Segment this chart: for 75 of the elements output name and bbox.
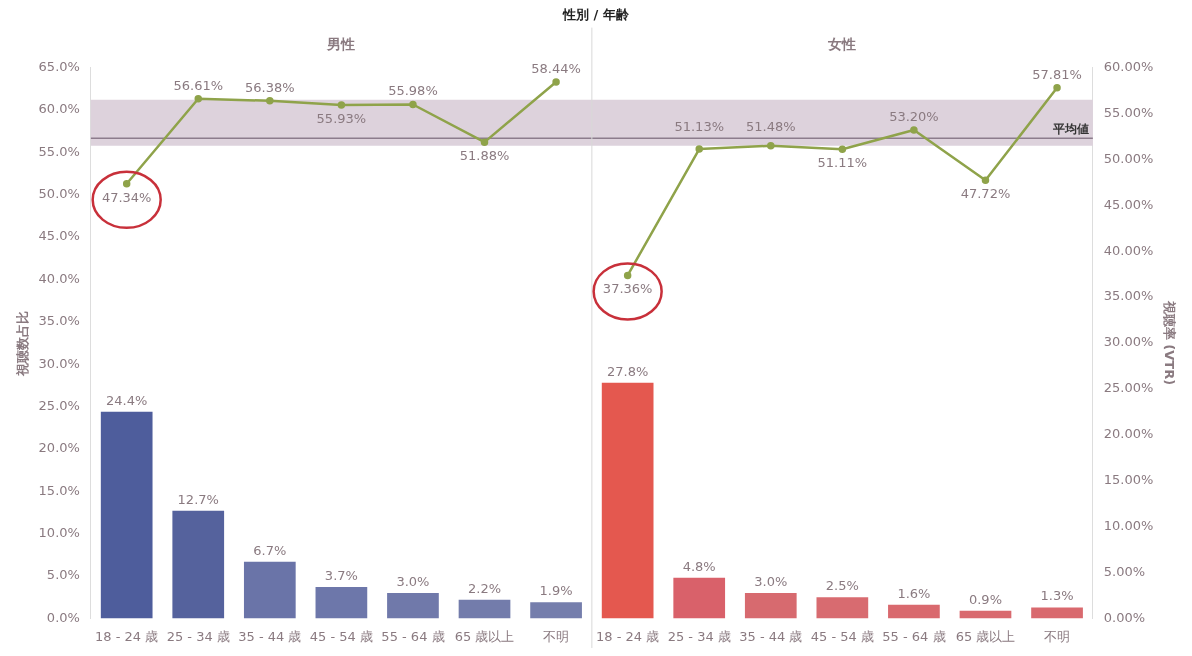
data-label: 3.7% <box>324 567 358 583</box>
y-tick-label: 20.0% <box>38 440 80 456</box>
y2-tick-label: 60.00% <box>1103 58 1154 74</box>
x-tick-label: 45 - 54 歳 <box>309 628 373 644</box>
y2-tick-label: 55.00% <box>1103 104 1154 120</box>
y-tick-label: 25.0% <box>38 397 80 413</box>
chart-title: 性別 / 年齢 <box>562 7 630 23</box>
y-tick-label: 0.0% <box>46 609 80 625</box>
data-label: 55.98% <box>388 83 438 99</box>
y-tick-label: 60.0% <box>38 101 80 117</box>
data-label: 55.93% <box>316 110 367 126</box>
y2-tick-label: 35.00% <box>1103 288 1154 304</box>
y-tick-label: 50.0% <box>38 186 80 202</box>
y-tick-label: 45.0% <box>38 228 80 244</box>
text: 男性 <box>326 36 356 53</box>
y2-tick-label: 10.00% <box>1103 517 1154 533</box>
y-tick-label: 15.0% <box>38 482 80 498</box>
y2-tick-label: 40.00% <box>1103 242 1154 258</box>
y2-tick-label: 25.00% <box>1103 380 1154 396</box>
ref-line-label: 平均値 <box>1051 122 1089 137</box>
y2-axis-title: 視聴率 (VTR) <box>1161 299 1177 386</box>
y2-tick-label: 45.00% <box>1103 196 1154 212</box>
x-tick-label: 18 - 24 歳 <box>596 628 660 644</box>
x-tick-label: 35 - 44 歳 <box>238 628 302 644</box>
y-tick-label: 55.0% <box>38 143 80 159</box>
y2-tick-label: 30.00% <box>1103 334 1154 350</box>
x-tick-label: 25 - 34 歳 <box>667 628 731 644</box>
data-label: 12.7% <box>177 491 219 507</box>
y2-tick-label: 0.00% <box>1103 609 1146 625</box>
data-label: 51.48% <box>745 119 796 135</box>
data-label: 24.4% <box>106 392 148 408</box>
data-label: 27.8% <box>606 363 649 379</box>
data-label: 51.13% <box>674 119 724 135</box>
x-tick-label: 25 - 34 歳 <box>166 628 230 644</box>
x-tick-label: 18 - 24 歳 <box>95 628 159 644</box>
data-label: 51.88% <box>459 148 510 164</box>
y-tick-label: 5.0% <box>46 567 80 583</box>
data-label: 3.0% <box>754 573 788 589</box>
data-label: 56.38% <box>245 79 295 95</box>
data-label: 3.0% <box>396 573 430 589</box>
y-tick-label: 40.0% <box>38 270 80 286</box>
data-label: 53.20% <box>889 108 939 124</box>
y2-tick-label: 20.00% <box>1103 426 1154 442</box>
data-label: 2.5% <box>825 578 859 594</box>
data-label: 56.61% <box>173 77 224 93</box>
x-tick-label: 35 - 44 歳 <box>739 628 803 644</box>
x-tick-label: 65 歳以上 <box>454 628 515 644</box>
data-label: 51.11% <box>817 155 868 171</box>
data-label: 58.44% <box>531 60 581 76</box>
x-tick-label: 45 - 54 歳 <box>810 628 874 644</box>
y-axis-title: 視聴数占比 <box>15 310 31 377</box>
data-label: 1.3% <box>1040 588 1074 604</box>
y-tick-label: 35.0% <box>38 313 80 329</box>
data-label: 37.36% <box>602 281 653 297</box>
data-label: 1.6% <box>897 585 931 601</box>
data-label: 6.7% <box>253 542 287 558</box>
y-tick-label: 65.0% <box>38 58 80 74</box>
data-label: 47.72% <box>960 186 1011 202</box>
y2-tick-label: 5.00% <box>1103 563 1146 579</box>
x-tick-label: 65 歳以上 <box>955 628 1016 644</box>
y-tick-label: 30.0% <box>38 355 80 371</box>
x-tick-label: 55 - 64 歳 <box>882 628 946 644</box>
text: 女性 <box>827 36 857 53</box>
data-label: 47.34% <box>101 189 152 205</box>
y2-tick-label: 50.00% <box>1103 150 1154 166</box>
data-label: 2.2% <box>468 580 502 596</box>
y-tick-label: 10.0% <box>38 525 80 541</box>
data-label: 0.9% <box>968 591 1002 607</box>
x-tick-label: 55 - 64 歳 <box>381 628 445 644</box>
x-tick-label: 不明 <box>1044 628 1071 644</box>
data-label: 4.8% <box>682 558 716 574</box>
y2-tick-label: 15.00% <box>1103 472 1154 488</box>
data-label: 57.81% <box>1032 66 1082 82</box>
x-tick-label: 不明 <box>543 628 570 644</box>
data-label: 1.9% <box>539 583 573 599</box>
